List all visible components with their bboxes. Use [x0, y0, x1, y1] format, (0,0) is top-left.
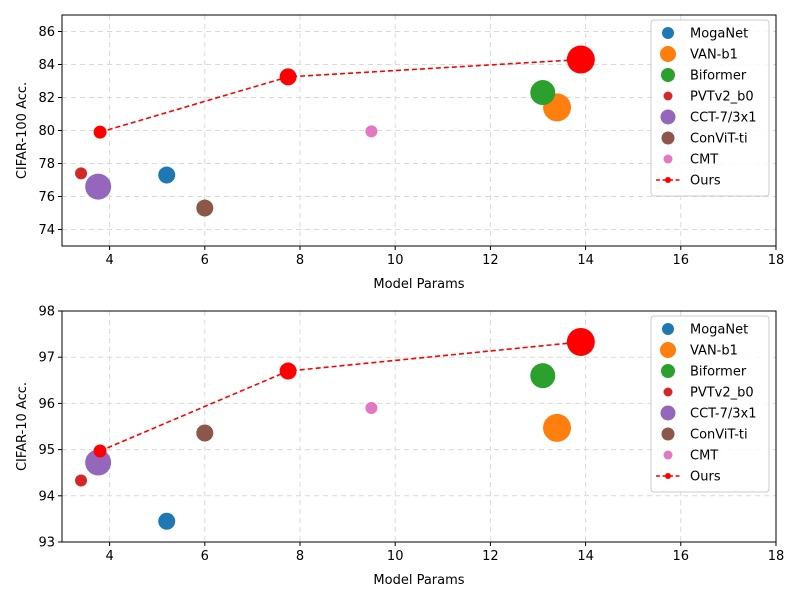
legend-box: [650, 315, 770, 493]
legend-marker: [661, 68, 675, 82]
point-ours: [566, 327, 595, 356]
x-tick-label: 4: [105, 253, 113, 268]
legend-marker: [660, 109, 676, 125]
legend-marker: [660, 342, 676, 358]
ours-trend-line: [99, 341, 581, 452]
y-tick-label: 94: [38, 489, 55, 504]
point-pvtv2-b0: [75, 474, 88, 487]
y-tick-label: 86: [38, 25, 55, 40]
point-ours: [93, 125, 107, 139]
legend-label: CCT-7/3x1: [690, 111, 756, 126]
legend: MogaNet VAN-b1 Biformer PVTv2_b0 CCT-7/3x1 Co…: [650, 315, 770, 493]
point-convit-ti: [196, 199, 214, 217]
legend-label: MogaNet: [690, 27, 748, 42]
y-axis-title: CIFAR-100 Acc.: [15, 82, 30, 179]
legend-label: Biformer: [690, 69, 747, 84]
x-tick-label: 6: [201, 549, 209, 564]
y-tick-label: 97: [38, 351, 55, 366]
x-tick-label: 4: [105, 549, 113, 564]
legend-label: ConViT-ti: [690, 428, 748, 443]
y-tick-label: 84: [38, 58, 55, 73]
legend-label: VAN-b1: [690, 344, 738, 359]
legend-marker: [663, 154, 673, 164]
legend-marker: [662, 27, 674, 39]
legend-label: Ours: [690, 174, 721, 189]
legend-marker: [663, 387, 673, 397]
point-cct-7-3x1: [85, 173, 112, 200]
legend: MogaNet VAN-b1 Biformer PVTv2_b0 CCT-7/3x1 Co…: [650, 19, 770, 197]
y-axis-title: CIFAR-10 Acc.: [15, 382, 30, 471]
x-axis-title: Model Params: [373, 277, 464, 292]
x-tick-label: 10: [387, 253, 404, 268]
y-tick-label: 82: [38, 91, 55, 106]
point-convit-ti: [196, 424, 214, 442]
x-tick-label: 14: [577, 549, 594, 564]
ours-trend-line: [99, 58, 581, 133]
point-cmt: [365, 125, 378, 138]
point-cct-7-3x1: [85, 449, 112, 476]
cifar100-panel: 4 6 8 10 12 14 16 18 74 76 78 80 82 84 86 Model Params C…: [15, 14, 785, 292]
y-tick-label: 95: [38, 443, 55, 458]
legend-label: PVTv2_b0: [690, 90, 754, 105]
legend-marker: [661, 427, 675, 441]
legend-label: VAN-b1: [690, 48, 738, 63]
x-tick-label: 14: [577, 253, 594, 268]
x-tick-label: 16: [673, 549, 690, 564]
cifar10-panel: 4 6 8 10 12 14 16 18 93 94 95 96 97 98 Model Params CIF…: [15, 305, 784, 589]
legend-label: MogaNet: [690, 323, 748, 338]
y-tick-label: 98: [38, 305, 55, 320]
x-tick-label: 8: [296, 253, 304, 268]
x-tick-label: 16: [673, 253, 690, 268]
axes-frame: [61, 310, 777, 543]
legend-label: CCT-7/3x1: [690, 407, 756, 422]
legend-marker: [662, 323, 674, 335]
x-tick-label: 8: [296, 549, 304, 564]
y-tick-label: 80: [38, 124, 55, 139]
point-cmt: [365, 402, 378, 415]
legend-marker-ours: [665, 177, 671, 183]
point-ours: [93, 444, 107, 458]
legend-label: CMT: [690, 153, 718, 168]
legend-label: ConViT-ti: [690, 132, 748, 147]
legend-marker: [663, 91, 673, 101]
y-tick-label: 76: [38, 190, 55, 205]
x-tick-label: 6: [201, 253, 209, 268]
x-tick-label: 12: [482, 253, 499, 268]
y-tick-label: 78: [38, 157, 55, 172]
x-tick-label: 10: [387, 549, 404, 564]
point-biformer: [530, 80, 556, 106]
x-tick-label: 18: [768, 549, 785, 564]
legend-label: Ours: [690, 470, 721, 485]
legend-marker: [663, 450, 673, 460]
legend-box: [650, 19, 770, 197]
y-tick-label: 74: [38, 223, 55, 238]
legend-marker-ours: [665, 473, 671, 479]
legend-marker: [660, 46, 676, 62]
point-pvtv2-b0: [75, 167, 88, 180]
y-tick-label: 93: [38, 536, 55, 551]
x-axis-title: Model Params: [373, 573, 464, 588]
point-biformer: [530, 363, 556, 389]
legend-marker: [661, 364, 675, 378]
point-ours: [566, 45, 595, 74]
point-moganet: [158, 512, 176, 530]
legend-label: PVTv2_b0: [690, 386, 754, 401]
x-tick-label: 18: [768, 253, 785, 268]
point-ours: [279, 362, 297, 380]
point-moganet: [158, 166, 176, 184]
legend-marker: [661, 131, 675, 145]
point-van-b1: [543, 413, 572, 442]
legend-label: CMT: [690, 449, 718, 464]
legend-marker: [660, 405, 676, 421]
legend-label: Biformer: [690, 365, 747, 380]
x-tick-label: 12: [482, 549, 499, 564]
point-ours: [279, 68, 297, 86]
y-tick-label: 96: [38, 397, 55, 412]
